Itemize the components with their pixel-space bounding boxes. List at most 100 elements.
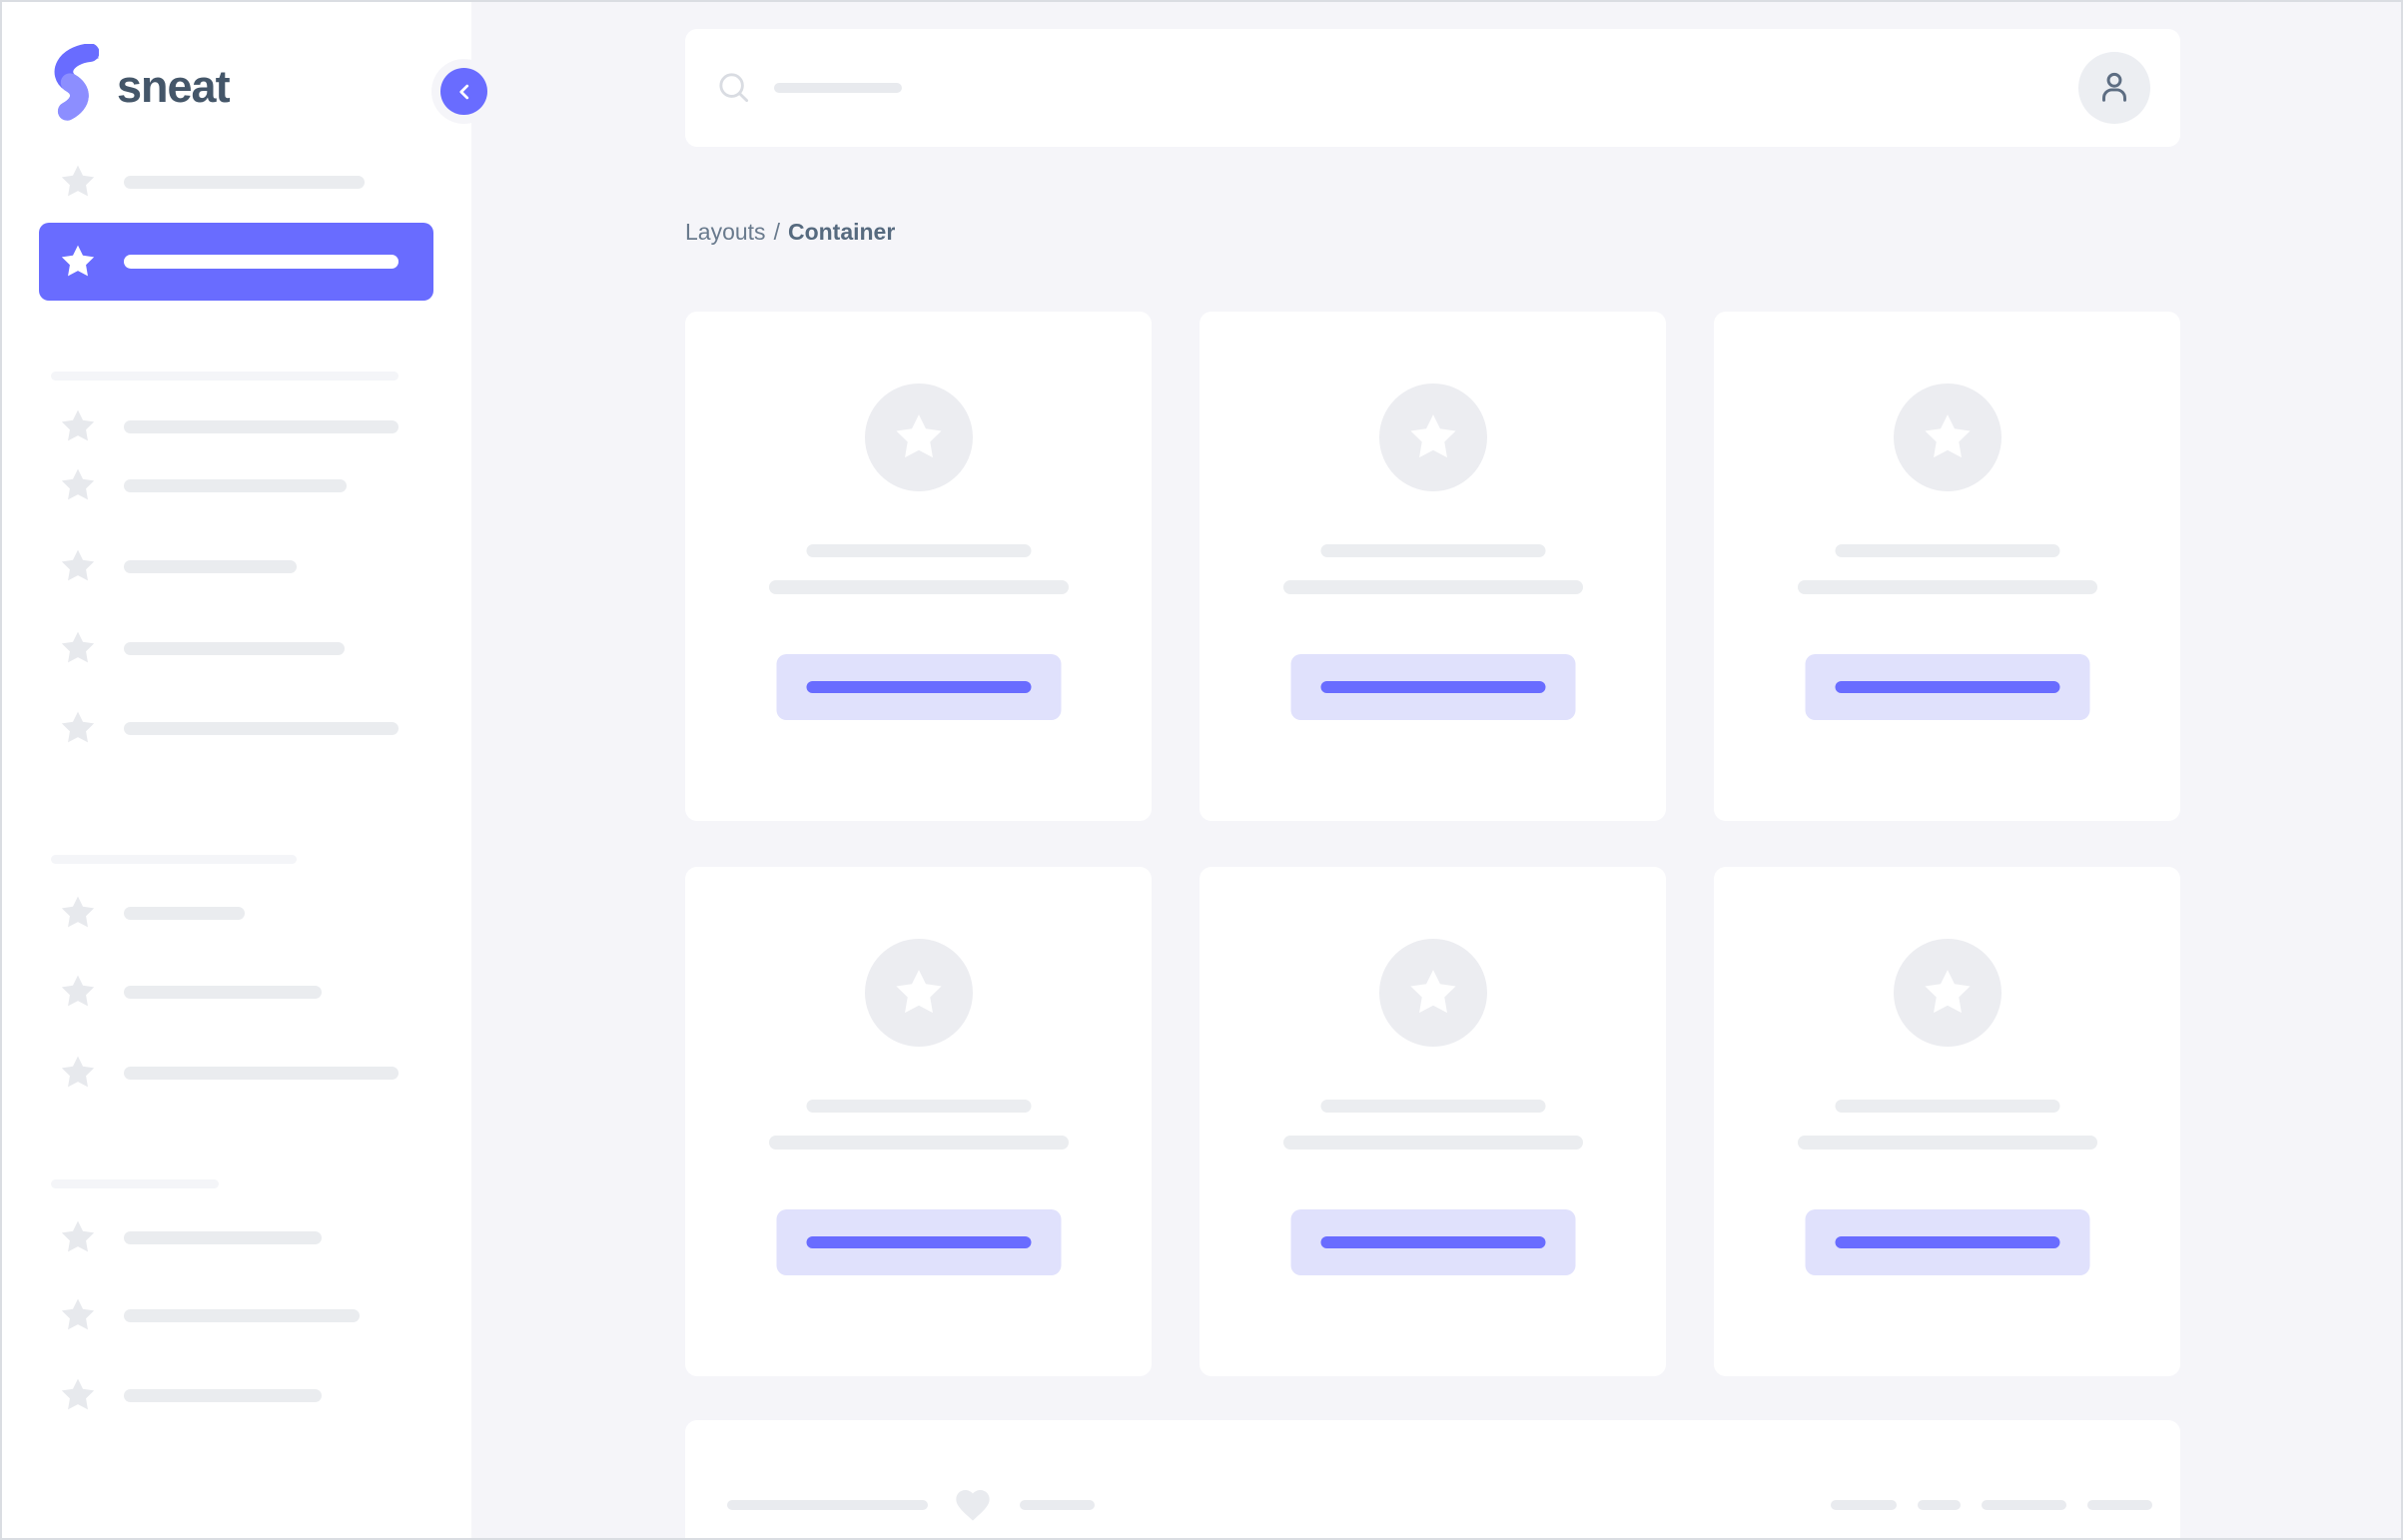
content-card <box>1714 312 2180 821</box>
logo[interactable]: sneat <box>47 44 231 130</box>
sidebar-item-label-skeleton <box>124 907 245 920</box>
star-icon <box>895 414 942 458</box>
sidebar-section-divider <box>51 855 297 864</box>
cards-grid <box>685 312 2180 1376</box>
star-icon <box>895 970 942 1014</box>
card-button-label-skeleton <box>1835 681 2059 693</box>
bottom-card-pagination-skeleton <box>1831 1500 2152 1510</box>
sidebar-item-label-skeleton <box>124 1309 360 1322</box>
search-placeholder-skeleton <box>774 83 902 93</box>
star-icon <box>61 896 95 928</box>
logo-icon <box>54 44 99 121</box>
sidebar-item-active[interactable] <box>39 223 433 301</box>
sidebar-item-label-skeleton <box>124 176 365 189</box>
content-card <box>1200 867 1666 1376</box>
card-subtitle-skeleton <box>1797 580 2097 594</box>
breadcrumb-separator: / <box>773 219 780 245</box>
chevron-left-icon <box>458 84 468 99</box>
star-icon <box>61 245 95 277</box>
sidebar-section-divider <box>51 1179 219 1188</box>
star-icon <box>61 549 95 581</box>
card-action-button[interactable] <box>1290 1209 1575 1275</box>
search-icon <box>719 73 749 103</box>
card-title-skeleton <box>1320 544 1545 557</box>
sidebar-section-divider <box>51 372 399 381</box>
breadcrumb: Layouts / Container <box>685 214 895 250</box>
card-subtitle-skeleton <box>1797 1136 2097 1150</box>
star-icon <box>1924 970 1971 1014</box>
card-subtitle-skeleton <box>1282 580 1583 594</box>
card-avatar <box>1378 384 1487 491</box>
pagination-dash-skeleton <box>1982 1500 2066 1510</box>
star-icon <box>61 409 95 441</box>
active-item-label-skeleton <box>124 255 399 269</box>
sidebar-item-label-skeleton <box>124 722 399 735</box>
star-icon <box>61 1298 95 1330</box>
card-action-button[interactable] <box>776 654 1061 720</box>
breadcrumb-link-layouts[interactable]: Layouts <box>685 219 766 245</box>
sidebar-item-label-skeleton <box>124 642 345 655</box>
user-avatar-button[interactable] <box>2078 52 2150 124</box>
card-subtitle-skeleton <box>768 580 1069 594</box>
star-icon <box>61 1378 95 1410</box>
card-avatar <box>1378 939 1487 1047</box>
card-button-label-skeleton <box>1835 1236 2059 1248</box>
breadcrumb-current: Container <box>787 219 896 245</box>
star-icon <box>61 1056 95 1088</box>
card-avatar <box>864 939 973 1047</box>
sidebar-collapse-button[interactable] <box>440 68 487 115</box>
bottom-text-skeleton <box>1020 1500 1095 1510</box>
main-area: Layouts / Container <box>471 2 2401 1538</box>
bottom-card-left <box>727 1485 1095 1525</box>
card-title-skeleton <box>806 1100 1031 1113</box>
card-title-skeleton <box>1320 1100 1545 1113</box>
content-card <box>1714 867 2180 1376</box>
star-icon <box>1409 414 1456 458</box>
card-title-skeleton <box>1835 1100 2059 1113</box>
card-button-label-skeleton <box>806 1236 1031 1248</box>
star-icon <box>61 1220 95 1252</box>
bottom-text-skeleton <box>727 1500 928 1510</box>
card-avatar <box>1893 384 2002 491</box>
card-button-label-skeleton <box>1320 1236 1545 1248</box>
star-icon <box>61 165 95 197</box>
sidebar: sneat <box>2 2 487 1538</box>
card-avatar <box>864 384 973 491</box>
sidebar-item-label-skeleton <box>124 1389 322 1402</box>
content-card <box>685 312 1152 821</box>
star-icon <box>61 631 95 663</box>
bottom-card <box>685 1420 2180 1538</box>
app-title: sneat <box>117 61 231 112</box>
content-card <box>1200 312 1666 821</box>
pagination-dash-skeleton <box>2087 1500 2152 1510</box>
card-action-button[interactable] <box>1290 654 1575 720</box>
search-bar[interactable] <box>685 29 2180 147</box>
heart-icon[interactable] <box>952 1485 994 1525</box>
sidebar-item-label-skeleton <box>124 1231 322 1244</box>
star-icon <box>61 468 95 500</box>
sidebar-item-label-skeleton <box>124 1067 399 1080</box>
sidebar-item-label-skeleton <box>124 420 399 433</box>
pagination-dash-skeleton <box>1831 1500 1897 1510</box>
user-icon <box>2102 72 2126 102</box>
card-action-button[interactable] <box>776 1209 1061 1275</box>
star-icon <box>1924 414 1971 458</box>
sidebar-item-label-skeleton <box>124 560 297 573</box>
card-title-skeleton <box>1835 544 2059 557</box>
card-button-label-skeleton <box>806 681 1031 693</box>
star-icon <box>1409 970 1456 1014</box>
card-subtitle-skeleton <box>1282 1136 1583 1150</box>
card-action-button[interactable] <box>1805 654 2089 720</box>
star-icon <box>61 975 95 1007</box>
card-title-skeleton <box>806 544 1031 557</box>
star-icon <box>61 711 95 743</box>
card-avatar <box>1893 939 2002 1047</box>
card-subtitle-skeleton <box>768 1136 1069 1150</box>
sidebar-item-label-skeleton <box>124 986 322 999</box>
card-button-label-skeleton <box>1320 681 1545 693</box>
content-card <box>685 867 1152 1376</box>
sidebar-item-label-skeleton <box>124 479 347 492</box>
pagination-dash-skeleton <box>1918 1500 1961 1510</box>
card-action-button[interactable] <box>1805 1209 2089 1275</box>
